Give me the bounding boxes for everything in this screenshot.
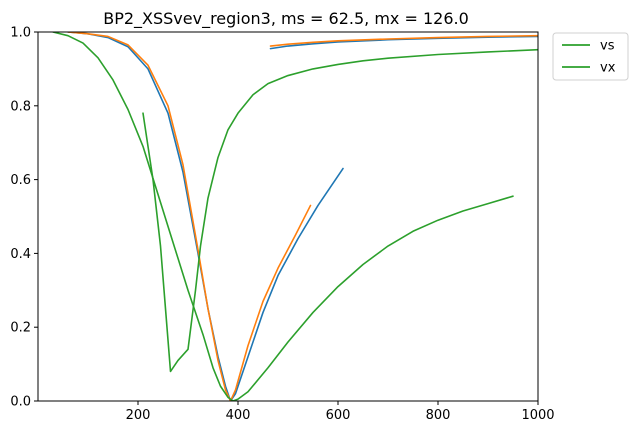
x-tick-label: 200	[126, 408, 151, 423]
x-tick-label: 1000	[521, 408, 554, 423]
y-tick-label: 0.6	[10, 173, 31, 188]
series-line-6	[142, 48, 538, 373]
legend-label: vs	[600, 39, 615, 54]
chart-title: BP2_XSSvev_region3, ms = 62.5, mx = 126.…	[103, 9, 469, 29]
x-tick-label: 400	[226, 408, 251, 423]
x-tick-label: 600	[326, 408, 351, 423]
legend: vs vx	[552, 32, 629, 81]
y-tick-label: 1.0	[10, 26, 31, 41]
series-line-5	[52, 32, 514, 401]
ticks-layer: 200 400 600 800 1000 0.0 0.2 0.4 0.6 0.8 1.0	[10, 26, 554, 424]
axes-frame	[37, 31, 539, 402]
legend-label: vx	[600, 61, 616, 76]
y-tick-label: 0.8	[10, 99, 31, 114]
series-line-2	[67, 32, 312, 401]
series-layer	[52, 32, 538, 401]
y-tick-label: 0.4	[10, 247, 31, 262]
legend-box	[552, 32, 629, 81]
series-line-4	[269, 34, 538, 47]
axes-border	[37, 31, 539, 402]
y-tick-label: 0.0	[10, 395, 31, 410]
x-tick-label: 800	[426, 408, 451, 423]
y-tick-label: 0.2	[10, 321, 31, 336]
